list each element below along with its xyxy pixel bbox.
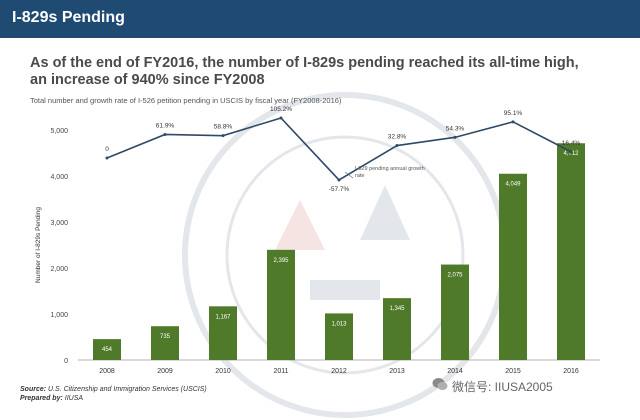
source-text: U.S. Citizenship and Immigration Service…	[48, 386, 207, 393]
growth-value-label: 54.3%	[446, 125, 465, 132]
growth-value-label: 32.8%	[388, 134, 407, 141]
y-tick-label: 3,000	[50, 220, 68, 227]
wechat-id: 微信号: IIUSA2005	[452, 380, 553, 394]
bar-value-label: 2,395	[273, 258, 289, 264]
source-note: Source: U.S. Citizenship and Immigration…	[20, 385, 207, 403]
x-tick-label: 2011	[273, 368, 288, 375]
growth-point	[105, 156, 109, 160]
growth-value-label: 0	[105, 146, 109, 153]
chart-subtitle: Total number and growth rate of I-526 pe…	[30, 96, 342, 105]
x-tick-label: 2016	[563, 368, 579, 375]
headline-line-2: an increase of 940% since FY2008	[30, 72, 265, 88]
y-tick-label: 2,000	[50, 266, 68, 273]
bar	[209, 306, 237, 360]
bar-value-label: 454	[102, 347, 113, 353]
bar-value-label: 1,345	[389, 306, 405, 312]
bar-value-label: 2,075	[447, 273, 463, 279]
annotation-text-line-1: I-829 pending annual growth	[355, 166, 425, 172]
growth-point	[163, 132, 167, 136]
growth-value-label: -57.7%	[329, 186, 350, 193]
y-axis-label: Number of I-829s Pending	[35, 207, 42, 283]
bar	[267, 249, 295, 360]
bar-value-label: 735	[160, 334, 171, 340]
bar	[499, 173, 527, 360]
y-tick-label: 5,000	[50, 128, 68, 135]
growth-point	[511, 120, 515, 124]
bar	[325, 313, 353, 360]
source-label: Source:	[20, 386, 47, 393]
growth-value-label: 95.1%	[504, 110, 523, 117]
x-tick-label: 2015	[505, 368, 521, 375]
growth-rate-line	[106, 117, 572, 181]
bar	[383, 298, 411, 360]
headline-line-1: As of the end of FY2016, the number of I…	[30, 55, 579, 71]
bar-value-label: 1,167	[215, 314, 231, 320]
headline: As of the end of FY2016, the number of I…	[30, 55, 590, 89]
x-tick-label: 2009	[157, 368, 173, 375]
growth-value-label: 16.4%	[562, 140, 581, 147]
bar	[151, 326, 179, 360]
growth-point	[221, 134, 225, 138]
growth-value-label: 58.8%	[214, 124, 233, 131]
bar	[557, 143, 585, 360]
y-tick-label: 4,000	[50, 174, 68, 181]
growth-point	[337, 178, 341, 182]
wechat-icon	[432, 378, 448, 390]
annotation-leader	[344, 171, 354, 179]
banner-title: I-829s Pending	[12, 9, 125, 26]
x-tick-label: 2012	[331, 368, 347, 375]
bar	[93, 339, 121, 360]
prepared-label: Prepared by:	[20, 395, 63, 402]
bar-value-label: 4,712	[563, 151, 579, 157]
prepared-text: IIUSA	[64, 395, 84, 402]
growth-value-label: 105.2%	[270, 106, 292, 113]
annotation-text-line-2: rate	[355, 173, 364, 179]
growth-value-label: 61.9%	[156, 122, 175, 129]
growth-point	[453, 135, 457, 139]
growth-point	[279, 116, 283, 120]
x-tick-label: 2010	[215, 368, 231, 375]
y-tick-label: 0	[64, 358, 68, 365]
x-tick-label: 2013	[389, 368, 405, 375]
bar-value-label: 1,013	[331, 321, 347, 327]
y-tick-label: 1,000	[50, 312, 68, 319]
x-tick-label: 2008	[99, 368, 115, 375]
bar	[441, 264, 469, 360]
x-tick-label: 2014	[447, 368, 463, 375]
growth-point	[569, 150, 573, 154]
header-banner: I-829s Pending	[0, 0, 640, 38]
bar-value-label: 4,049	[505, 182, 521, 188]
growth-point	[395, 144, 399, 148]
